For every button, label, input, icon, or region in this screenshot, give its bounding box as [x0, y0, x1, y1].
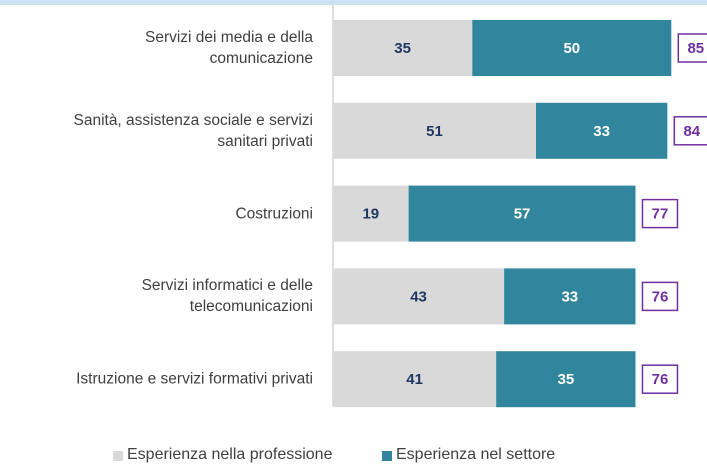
- category-label: Servizi dei media e della comunicazione: [144, 29, 313, 67]
- total-box: [677, 33, 707, 63]
- value-label: 50: [563, 40, 580, 57]
- bar-segment: [408, 185, 636, 242]
- total-box: [641, 198, 679, 229]
- category-label: Sanità, assistenza sociale e servizi san…: [73, 111, 313, 150]
- value-label: 19: [362, 206, 379, 223]
- bar-segment: [333, 185, 409, 242]
- legend-label: Esperienza nel settore: [396, 446, 556, 463]
- value-label: 35: [394, 40, 411, 57]
- value-label: 33: [593, 123, 610, 140]
- total-label: 84: [683, 123, 700, 140]
- total-label: 76: [652, 288, 669, 305]
- legend-swatch: [382, 451, 392, 461]
- bar-segment: [333, 268, 505, 325]
- value-label: 51: [426, 123, 443, 140]
- bar-segment: [472, 20, 672, 76]
- value-label: 57: [514, 206, 531, 223]
- total-box: [641, 364, 679, 394]
- legend-label: Esperienza nella professione: [127, 446, 333, 463]
- legend-swatch: [113, 451, 123, 461]
- total-box: [673, 116, 707, 146]
- total-label: 85: [687, 40, 704, 57]
- value-label: 43: [410, 288, 427, 305]
- value-label: 33: [561, 288, 578, 305]
- total-box: [641, 281, 679, 312]
- bar-segment: [333, 351, 497, 408]
- bar-segment: [496, 351, 636, 408]
- bar-segment: [333, 20, 473, 76]
- total-label: 77: [652, 206, 669, 223]
- bar-segment: [504, 268, 636, 325]
- total-label: 76: [652, 371, 669, 388]
- top-band: [0, 0, 707, 5]
- bar-segment: [333, 102, 536, 159]
- category-label: Servizi informatici e delle telecomunica…: [141, 277, 313, 316]
- category-label: Costruzioni: [235, 205, 313, 223]
- category-label: Istruzione e servizi formativi privati: [76, 370, 313, 388]
- value-label: 41: [406, 371, 423, 388]
- bar-segment: [535, 102, 668, 159]
- value-label: 35: [557, 371, 574, 388]
